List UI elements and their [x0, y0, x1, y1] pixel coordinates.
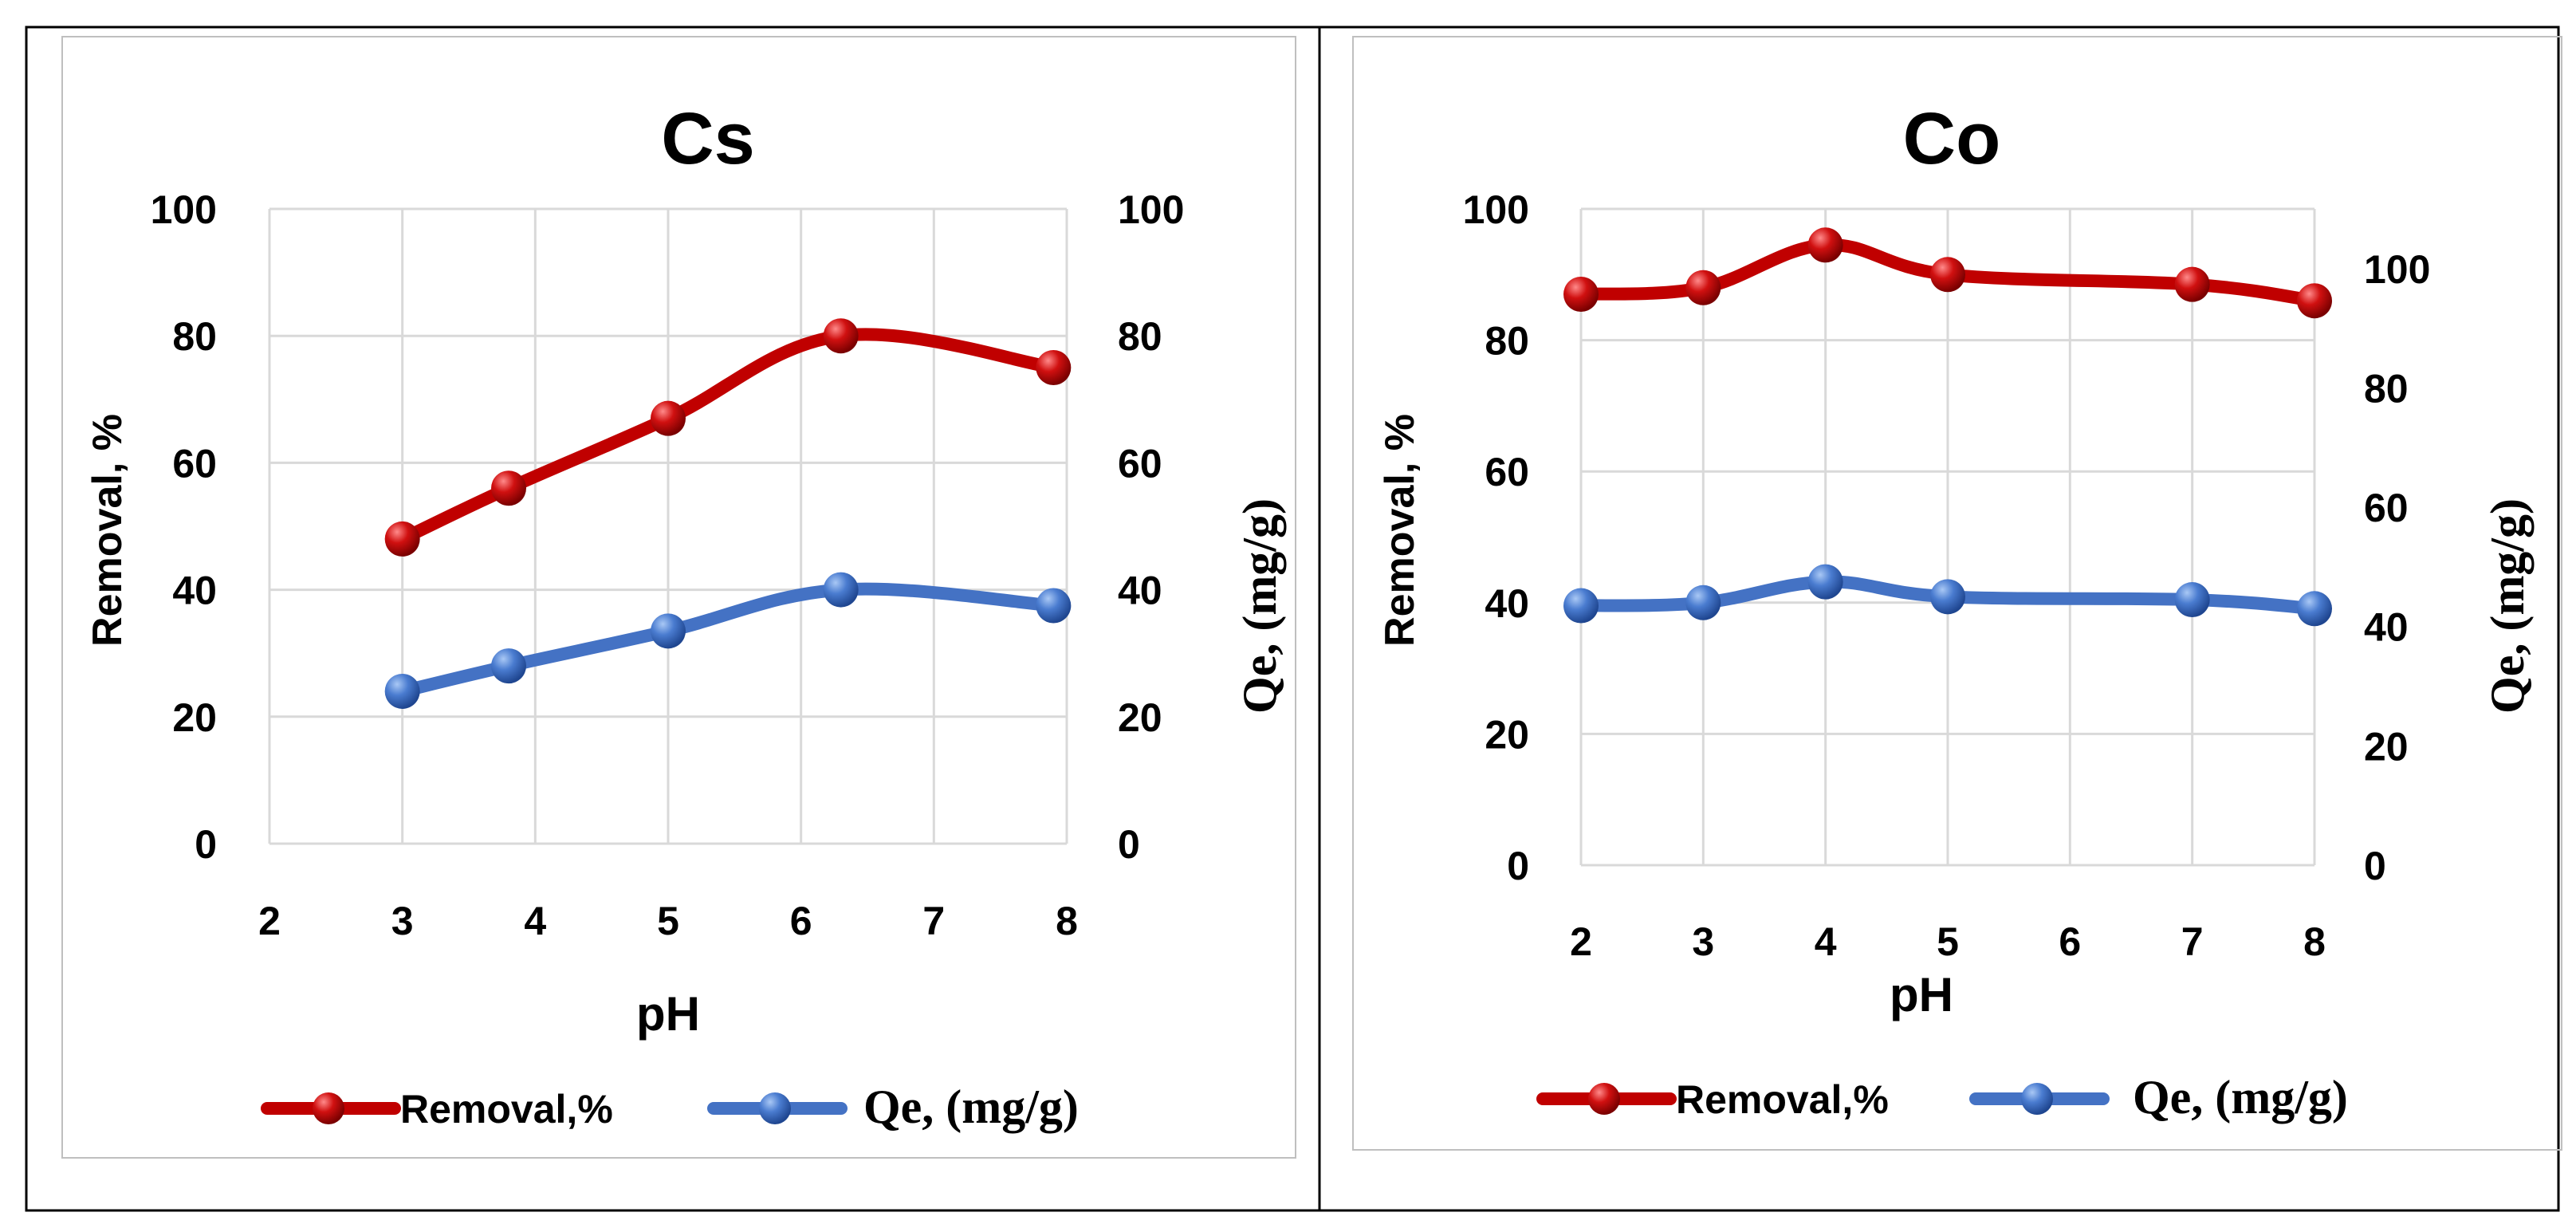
co-y2-tick-label: 100	[2364, 247, 2430, 292]
cs-x-tick-label: 6	[790, 899, 812, 943]
co-y2-tick-label: 0	[2364, 844, 2386, 888]
cs-chart: Cs 0 20 40 60 80 100 0 20 40 60 80 100 2 3 4 5 6 7 8 Rem…	[85, 98, 1286, 1133]
cs-x-ticks: 2 3 4 5 6 7 8	[258, 899, 1078, 943]
co-y2-tick-label: 40	[2364, 605, 2409, 650]
co-y2-tick-label: 80	[2364, 366, 2409, 411]
cs-y2-tick-label: 0	[1118, 822, 1140, 867]
cs-y2-axis-label: Qe, (mg/g)	[1233, 498, 1286, 714]
co-point-removal-3	[1930, 257, 1965, 293]
co-x-axis-label: pH	[1890, 968, 1953, 1021]
co-legend-removal-label: Removal,%	[1676, 1077, 1889, 1122]
cs-legend-removal-marker	[313, 1092, 344, 1124]
co-point-removal-5	[2297, 283, 2332, 319]
cs-y2-ticks: 0 20 40 60 80 100	[1118, 187, 1184, 867]
co-series	[1563, 227, 2332, 627]
cs-point-qe-0	[384, 673, 420, 709]
cs-point-removal-2	[651, 400, 686, 436]
co-y-tick-label: 20	[1485, 712, 1529, 757]
cs-x-tick-label: 8	[1056, 899, 1078, 943]
co-y2-tick-label: 60	[2364, 486, 2409, 530]
co-point-removal-0	[1563, 276, 1599, 312]
co-chart-border	[1352, 36, 2562, 1151]
co-title: Co	[1903, 98, 2001, 179]
cs-point-removal-4	[1036, 350, 1072, 385]
cs-y-tick-label: 40	[172, 569, 217, 613]
cs-point-qe-3	[823, 572, 859, 608]
co-legend-removal-marker	[1588, 1083, 1620, 1115]
co-x-tick-label: 3	[1692, 919, 1714, 964]
cs-legend: Removal,% Qe, (mg/g)	[261, 1080, 1079, 1133]
cs-gridlines	[268, 207, 1068, 845]
co-legend-qe-marker	[2021, 1083, 2053, 1115]
co-x-tick-label: 5	[1937, 919, 1959, 964]
co-point-qe-1	[1685, 584, 1721, 620]
cs-point-qe-4	[1036, 588, 1072, 624]
co-x-tick-label: 7	[2181, 919, 2204, 964]
cs-chart-border	[61, 36, 1296, 1159]
cs-x-tick-label: 4	[524, 899, 546, 943]
co-y-tick-label: 0	[1507, 844, 1529, 888]
outer-border	[25, 26, 2560, 1212]
cs-y2-tick-label: 60	[1118, 441, 1162, 486]
cs-legend-qe-label: Qe, (mg/g)	[863, 1080, 1079, 1133]
co-chart: Co 0 20 40 60 80 100 0 20 40 60 80 100 2 3 4 5 6 7 8 Rem…	[1377, 98, 2534, 1124]
cs-title: Cs	[661, 98, 755, 179]
cs-y-ticks: 0 20 40 60 80 100	[151, 187, 217, 867]
co-y2-tick-label: 20	[2364, 724, 2409, 769]
cs-series	[384, 318, 1072, 709]
co-point-removal-2	[1807, 227, 1843, 263]
cs-y-tick-label: 100	[151, 187, 217, 232]
cs-series-line-qe	[395, 582, 1060, 698]
cs-y-axis-label: Removal, %	[85, 414, 131, 647]
cs-y-tick-label: 20	[172, 695, 217, 740]
co-point-qe-3	[1930, 579, 1965, 615]
co-gridlines	[1579, 207, 2316, 867]
cs-x-tick-label: 7	[922, 899, 945, 943]
cs-legend-qe-marker	[759, 1092, 791, 1124]
co-y-tick-label: 60	[1485, 450, 1529, 494]
co-x-tick-label: 8	[2303, 919, 2326, 964]
cs-point-qe-1	[491, 648, 526, 684]
cs-point-removal-0	[384, 521, 420, 557]
cs-x-tick-label: 3	[391, 899, 414, 943]
cs-y-tick-label: 60	[172, 441, 217, 486]
cs-x-axis-label: pH	[636, 987, 700, 1041]
cs-point-removal-1	[491, 470, 526, 506]
co-point-qe-4	[2174, 582, 2210, 618]
co-y-tick-label: 40	[1485, 581, 1529, 626]
cs-legend-removal-label: Removal,%	[400, 1087, 613, 1132]
cs-y-tick-label: 80	[172, 314, 217, 359]
co-x-tick-label: 2	[1570, 919, 1592, 964]
cs-series-line-removal	[395, 328, 1060, 545]
cs-y2-tick-label: 100	[1118, 187, 1184, 232]
cs-y-tick-label: 0	[195, 822, 217, 867]
cs-y2-tick-label: 80	[1118, 314, 1162, 359]
co-y2-axis-label: Qe, (mg/g)	[2481, 498, 2534, 714]
co-legend: Removal,% Qe, (mg/g)	[1536, 1071, 2348, 1124]
co-x-tick-label: 6	[2059, 919, 2081, 964]
co-point-qe-0	[1563, 588, 1599, 624]
cs-x-tick-label: 2	[258, 899, 281, 943]
cs-y2-tick-label: 40	[1118, 569, 1162, 613]
co-y-tick-label: 80	[1485, 319, 1529, 364]
cs-x-tick-label: 5	[657, 899, 679, 943]
co-x-tick-label: 4	[1815, 919, 1837, 964]
cs-y2-tick-label: 20	[1118, 695, 1162, 740]
co-point-qe-5	[2297, 591, 2332, 627]
co-legend-qe-label: Qe, (mg/g)	[2133, 1071, 2348, 1124]
co-x-ticks: 2 3 4 5 6 7 8	[1570, 919, 2326, 964]
co-y2-ticks: 0 20 40 60 80 100	[2364, 247, 2430, 888]
co-point-removal-1	[1685, 270, 1721, 305]
cs-point-removal-3	[823, 318, 859, 354]
co-point-removal-4	[2174, 266, 2210, 302]
cs-point-qe-2	[651, 613, 686, 649]
co-y-tick-label: 100	[1463, 187, 1529, 232]
co-y-ticks: 0 20 40 60 80 100	[1463, 187, 1529, 888]
co-y-axis-label: Removal, %	[1377, 414, 1423, 647]
co-point-qe-2	[1807, 564, 1843, 600]
